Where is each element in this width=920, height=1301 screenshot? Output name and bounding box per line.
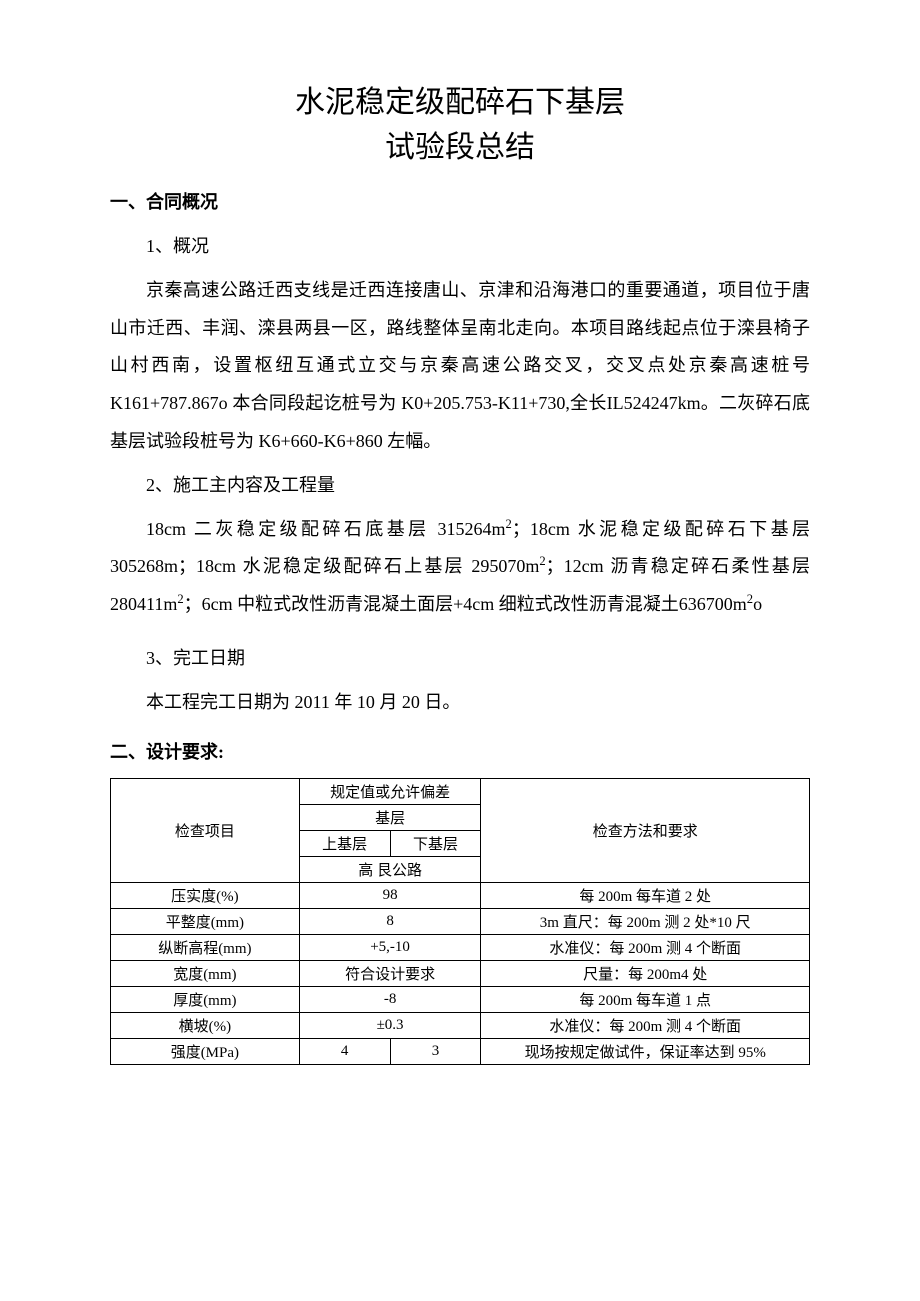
section-2-heading: 二、设计要求:	[110, 738, 810, 764]
sub-3-label: 3、完工日期	[110, 640, 810, 678]
header-tolerance: 规定值或允许偏差	[299, 778, 481, 804]
cell-value: -8	[299, 986, 481, 1012]
document-title: 水泥稳定级配碎石下基层 试验段总结	[110, 80, 810, 170]
cell-item: 厚度(mm)	[111, 986, 300, 1012]
cell-method: 尺量：每 200m4 处	[481, 960, 810, 986]
table-header-row-1: 检查项目 规定值或允许偏差 检查方法和要求	[111, 778, 810, 804]
cell-item: 宽度(mm)	[111, 960, 300, 986]
cell-value-upper: 4	[299, 1038, 390, 1064]
cell-item: 强度(MPa)	[111, 1038, 300, 1064]
cell-value: 符合设计要求	[299, 960, 481, 986]
section-1-heading: 一、合同概况	[110, 188, 810, 214]
title-line-1: 水泥稳定级配碎石下基层	[110, 80, 810, 125]
para2-part-d: ；6cm 中粒式改性沥青混凝土面层+4cm 细粒式改性沥青混凝土636700m	[184, 594, 747, 614]
design-requirements-table: 检查项目 规定值或允许偏差 检查方法和要求 基层 上基层 下基层 高 艮公路 压…	[110, 778, 810, 1065]
cell-value: 98	[299, 882, 481, 908]
cell-method: 3m 直尺：每 200m 测 2 处*10 尺	[481, 908, 810, 934]
table-row: 纵断高程(mm)+5,-10水准仪：每 200m 测 4 个断面	[111, 934, 810, 960]
paragraph-3: 本工程完工日期为 2011 年 10 月 20 日。	[110, 684, 810, 722]
cell-method: 每 200m 每车道 1 点	[481, 986, 810, 1012]
sub-1-label: 1、概况	[110, 228, 810, 266]
table-row: 强度(MPa)43现场按规定做试件，保证率达到 95%	[111, 1038, 810, 1064]
para2-part-e: o	[753, 594, 762, 614]
header-method: 检查方法和要求	[481, 778, 810, 882]
header-road-class: 高 艮公路	[299, 856, 481, 882]
sub-2-label: 2、施工主内容及工程量	[110, 467, 810, 505]
table-row: 平整度(mm)83m 直尺：每 200m 测 2 处*10 尺	[111, 908, 810, 934]
cell-value: ±0.3	[299, 1012, 481, 1038]
cell-method: 现场按规定做试件，保证率达到 95%	[481, 1038, 810, 1064]
table-row: 厚度(mm)-8每 200m 每车道 1 点	[111, 986, 810, 1012]
cell-item: 平整度(mm)	[111, 908, 300, 934]
cell-value: +5,-10	[299, 934, 481, 960]
paragraph-2: 18cm 二灰稳定级配碎石底基层 315264m2；18cm 水泥稳定级配碎石下…	[110, 511, 810, 624]
header-check-item: 检查项目	[111, 778, 300, 882]
table-row: 压实度(%)98每 200m 每车道 2 处	[111, 882, 810, 908]
para2-part-a: 18cm 二灰稳定级配碎石底基层 315264m	[146, 519, 506, 539]
cell-value: 8	[299, 908, 481, 934]
title-line-2: 试验段总结	[110, 125, 810, 170]
cell-method: 水准仪：每 200m 测 4 个断面	[481, 934, 810, 960]
table-row: 宽度(mm)符合设计要求尺量：每 200m4 处	[111, 960, 810, 986]
header-lower-base: 下基层	[390, 830, 481, 856]
table-row: 横坡(%)±0.3水准仪：每 200m 测 4 个断面	[111, 1012, 810, 1038]
header-base-layer: 基层	[299, 804, 481, 830]
header-upper-base: 上基层	[299, 830, 390, 856]
cell-value-lower: 3	[390, 1038, 481, 1064]
cell-method: 每 200m 每车道 2 处	[481, 882, 810, 908]
cell-item: 横坡(%)	[111, 1012, 300, 1038]
paragraph-1: 京秦高速公路迁西支线是迁西连接唐山、京津和沿海港口的重要通道，项目位于唐山市迁西…	[110, 272, 810, 461]
cell-method: 水准仪：每 200m 测 4 个断面	[481, 1012, 810, 1038]
cell-item: 压实度(%)	[111, 882, 300, 908]
cell-item: 纵断高程(mm)	[111, 934, 300, 960]
table-body: 压实度(%)98每 200m 每车道 2 处平整度(mm)83m 直尺：每 20…	[111, 882, 810, 1064]
table-header: 检查项目 规定值或允许偏差 检查方法和要求 基层 上基层 下基层 高 艮公路	[111, 778, 810, 882]
